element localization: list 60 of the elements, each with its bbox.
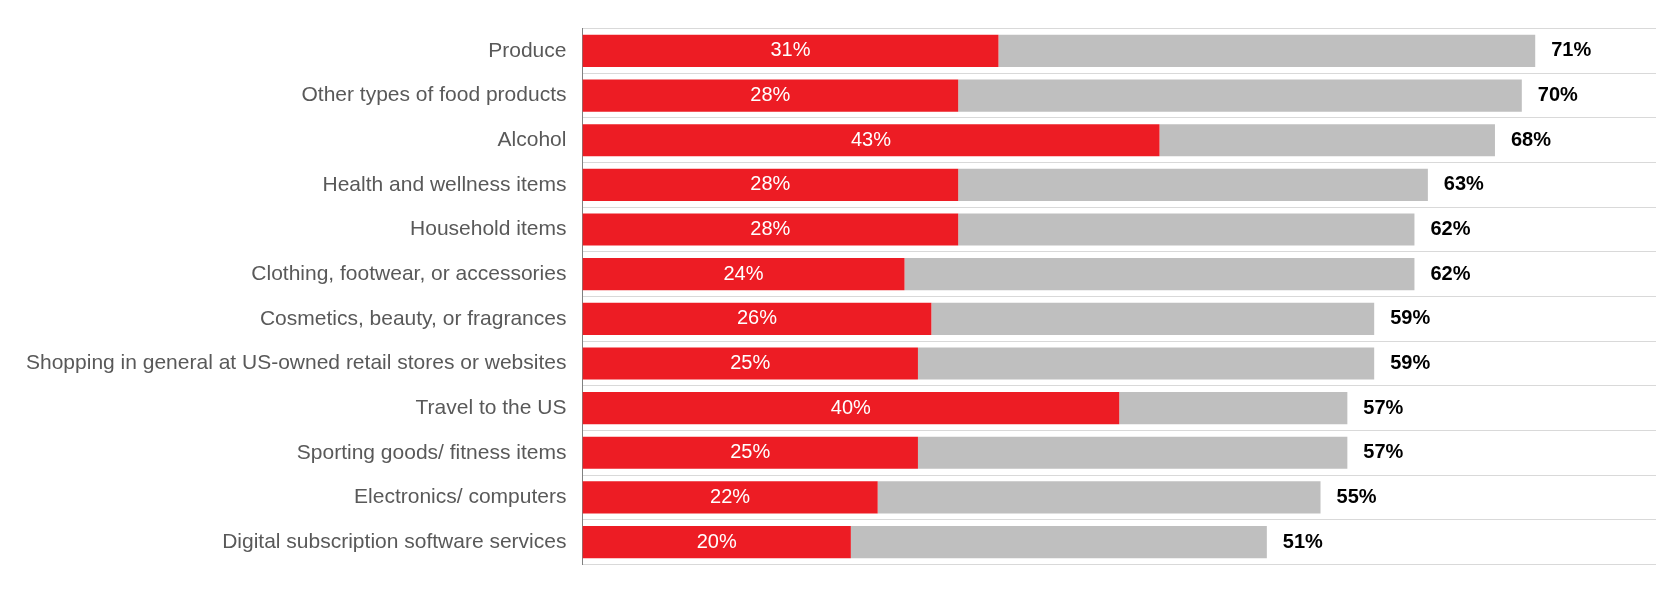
y-tick-label: Electronics/ computers: [354, 484, 567, 508]
bar: [998, 34, 1536, 67]
bar: [582, 258, 905, 291]
y-tick-label: Household items: [410, 216, 567, 240]
data-label: 22%: [710, 484, 751, 507]
y-tick-label: Clothing, footwear, or accessories: [251, 260, 567, 284]
data-label: 28%: [750, 83, 791, 106]
bar: [877, 481, 1321, 514]
bar: [582, 347, 918, 380]
y-tick-label: Digital subscription software services: [222, 528, 567, 552]
y-tick-label: Shopping in general at US-owned retail stores or websites: [25, 350, 567, 374]
bar: [850, 526, 1267, 559]
y-tick-label: Alcohol: [497, 127, 567, 151]
bar: [917, 436, 1348, 469]
bar: [904, 258, 1415, 291]
total-label: 59%: [1390, 306, 1431, 329]
bar: [582, 392, 1120, 425]
bar: [582, 481, 878, 514]
bar: [582, 34, 999, 67]
bar: [958, 79, 1522, 112]
bar: [582, 79, 959, 112]
bar: [582, 124, 1160, 157]
total-label: 70%: [1537, 83, 1579, 106]
y-tick-label: Sporting goods/ fitness items: [296, 439, 567, 463]
y-tick-label: Other types of food products: [301, 82, 567, 106]
y-tick-label: Travel to the US: [415, 394, 567, 418]
bar: [582, 436, 918, 469]
data-label: 43%: [850, 127, 892, 150]
data-label: 25%: [730, 440, 771, 463]
bar: [582, 168, 959, 201]
bar: [582, 213, 959, 246]
bar: [931, 302, 1375, 335]
y-tick-label: Cosmetics, beauty, or fragrances: [259, 305, 567, 329]
total-label: 68%: [1510, 127, 1552, 150]
data-label: 28%: [750, 172, 791, 195]
y-tick-label: Health and wellness items: [322, 171, 567, 195]
data-label: 20%: [696, 529, 737, 552]
data-label: 25%: [730, 350, 771, 373]
total-label: 59%: [1390, 350, 1431, 373]
total-label: 51%: [1282, 529, 1324, 552]
total-label: 55%: [1336, 484, 1377, 507]
bar: [582, 302, 932, 335]
total-label: 57%: [1363, 395, 1404, 418]
bar: [582, 526, 851, 559]
total-label: 57%: [1363, 440, 1404, 463]
y-tick-label: Produce: [488, 37, 567, 61]
data-label: 40%: [830, 395, 872, 418]
bar: [917, 347, 1375, 380]
total-label: 71%: [1551, 38, 1592, 61]
bar: [1119, 392, 1348, 425]
bar: [958, 213, 1415, 246]
bar: [1159, 124, 1495, 157]
total-label: 62%: [1430, 261, 1471, 284]
total-label: 62%: [1430, 217, 1471, 240]
data-label: 24%: [723, 261, 764, 284]
total-label: 63%: [1443, 172, 1485, 195]
bar: [958, 168, 1428, 201]
data-label: 26%: [736, 306, 778, 329]
data-label: 31%: [770, 38, 811, 61]
data-label: 28%: [750, 217, 791, 240]
